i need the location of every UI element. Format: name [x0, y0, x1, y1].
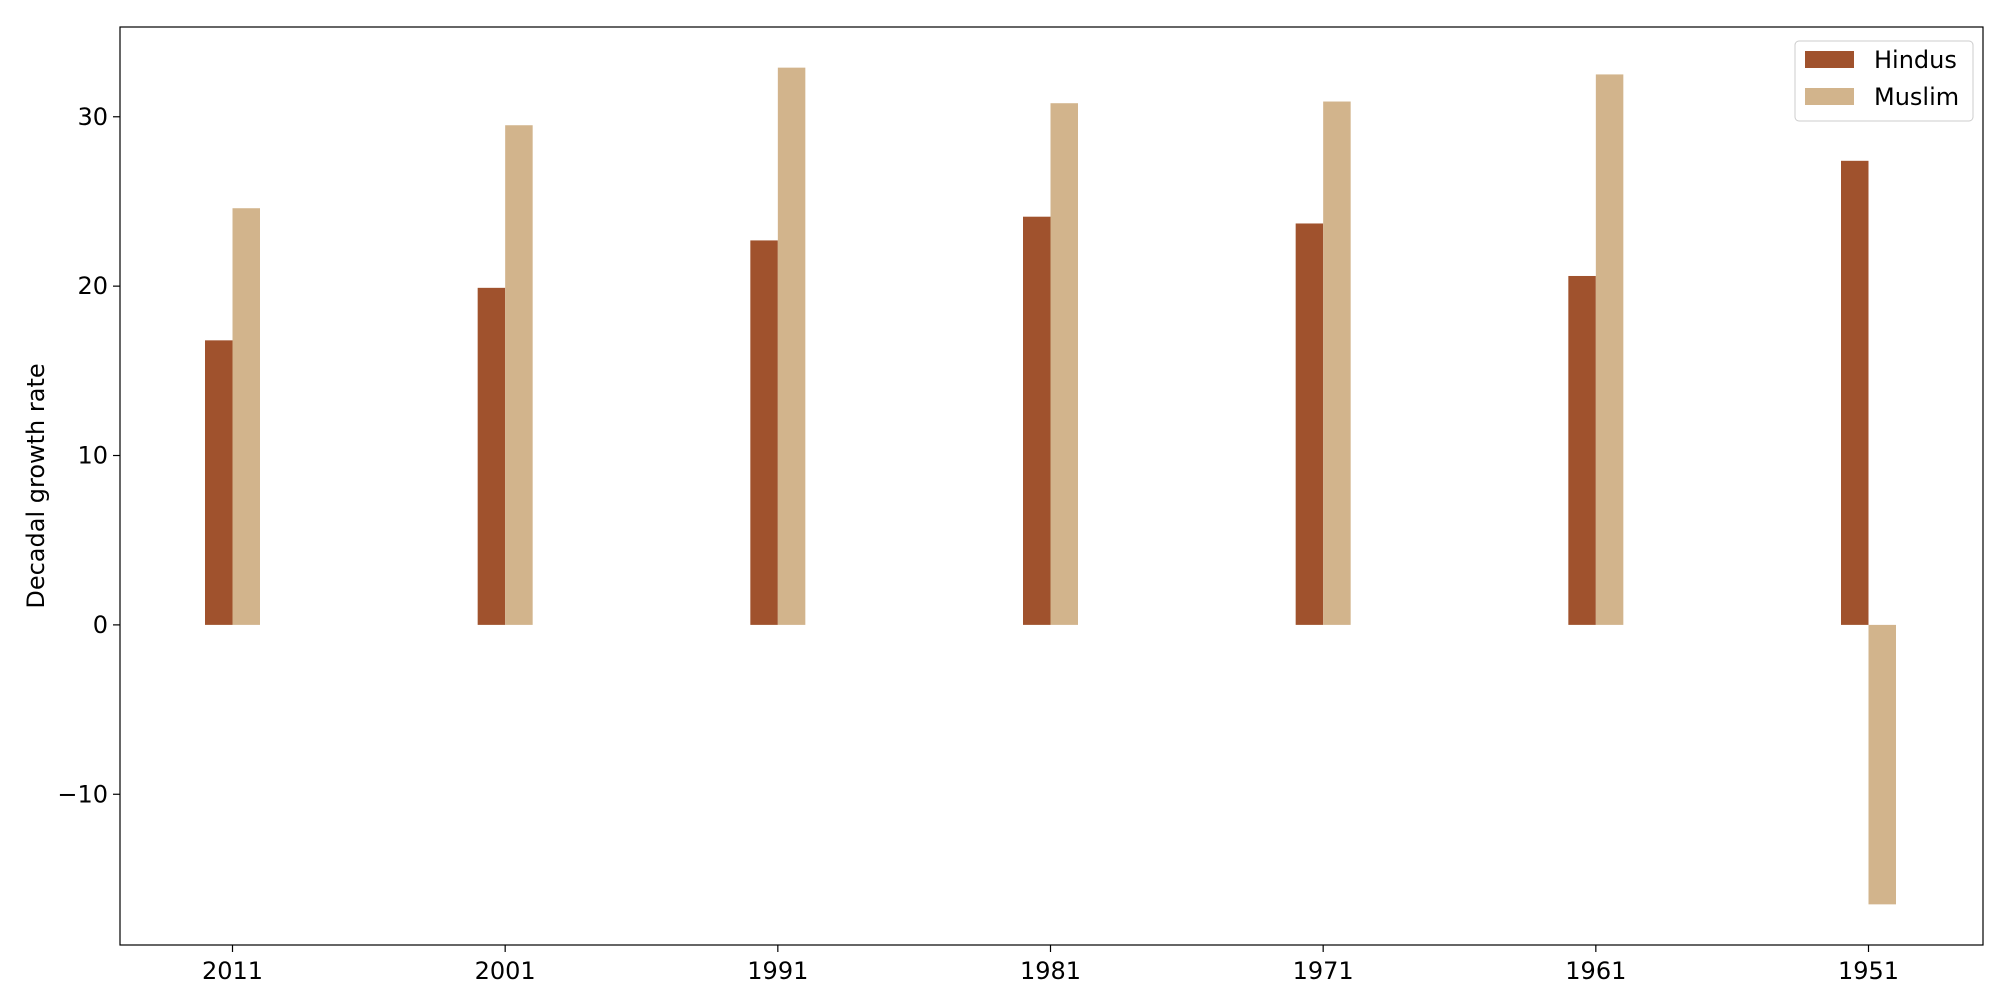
legend-label-muslim: Muslim: [1874, 83, 1959, 111]
legend-swatch-muslim: [1805, 88, 1854, 105]
bar-hindus-1951: [1841, 160, 1869, 625]
y-axis-label: Decadal growth rate: [22, 363, 50, 608]
x-tick-label-1991: 1991: [747, 957, 808, 985]
y-tick-label-20: 20: [77, 272, 108, 300]
plot-frame: [119, 26, 1984, 946]
bar-hindus-1961: [1568, 275, 1596, 625]
y-tick-label-0: 0: [93, 611, 108, 639]
bar-hindus-1981: [1023, 216, 1051, 625]
bar-hindus-2001: [477, 287, 506, 625]
bar-hindus-2011: [205, 340, 233, 625]
bar-muslim-2001: [505, 125, 533, 625]
bars-group: [205, 67, 1896, 905]
x-axis: 2011 2001 1991 1981 1971 1961 1951: [202, 945, 1899, 985]
bar-hindus-1991: [750, 240, 778, 625]
y-tick-label--10: −10: [57, 780, 108, 808]
bar-hindus-1971: [1295, 223, 1324, 625]
legend: Hindus Muslim: [1794, 40, 1974, 122]
x-tick-label-1951: 1951: [1838, 957, 1899, 985]
bar-muslim-1981: [1050, 103, 1078, 625]
y-tick-label-10: 10: [77, 442, 108, 470]
bar-muslim-2011: [232, 208, 260, 625]
legend-label-hindus: Hindus: [1874, 46, 1957, 74]
x-tick-label-1981: 1981: [1020, 957, 1081, 985]
bar-muslim-1991: [777, 67, 806, 625]
legend-swatch-hindus: [1805, 51, 1854, 68]
y-axis: −10 0 10 20 30: [57, 103, 120, 808]
bar-muslim-1971: [1323, 101, 1351, 625]
x-tick-label-2001: 2001: [475, 957, 536, 985]
x-tick-label-1961: 1961: [1565, 957, 1626, 985]
y-tick-label-30: 30: [77, 103, 108, 131]
x-tick-label-1971: 1971: [1293, 957, 1354, 985]
x-tick-label-2011: 2011: [202, 957, 263, 985]
bar-muslim-1961: [1595, 74, 1624, 625]
bar-muslim-1951: [1868, 624, 1896, 905]
